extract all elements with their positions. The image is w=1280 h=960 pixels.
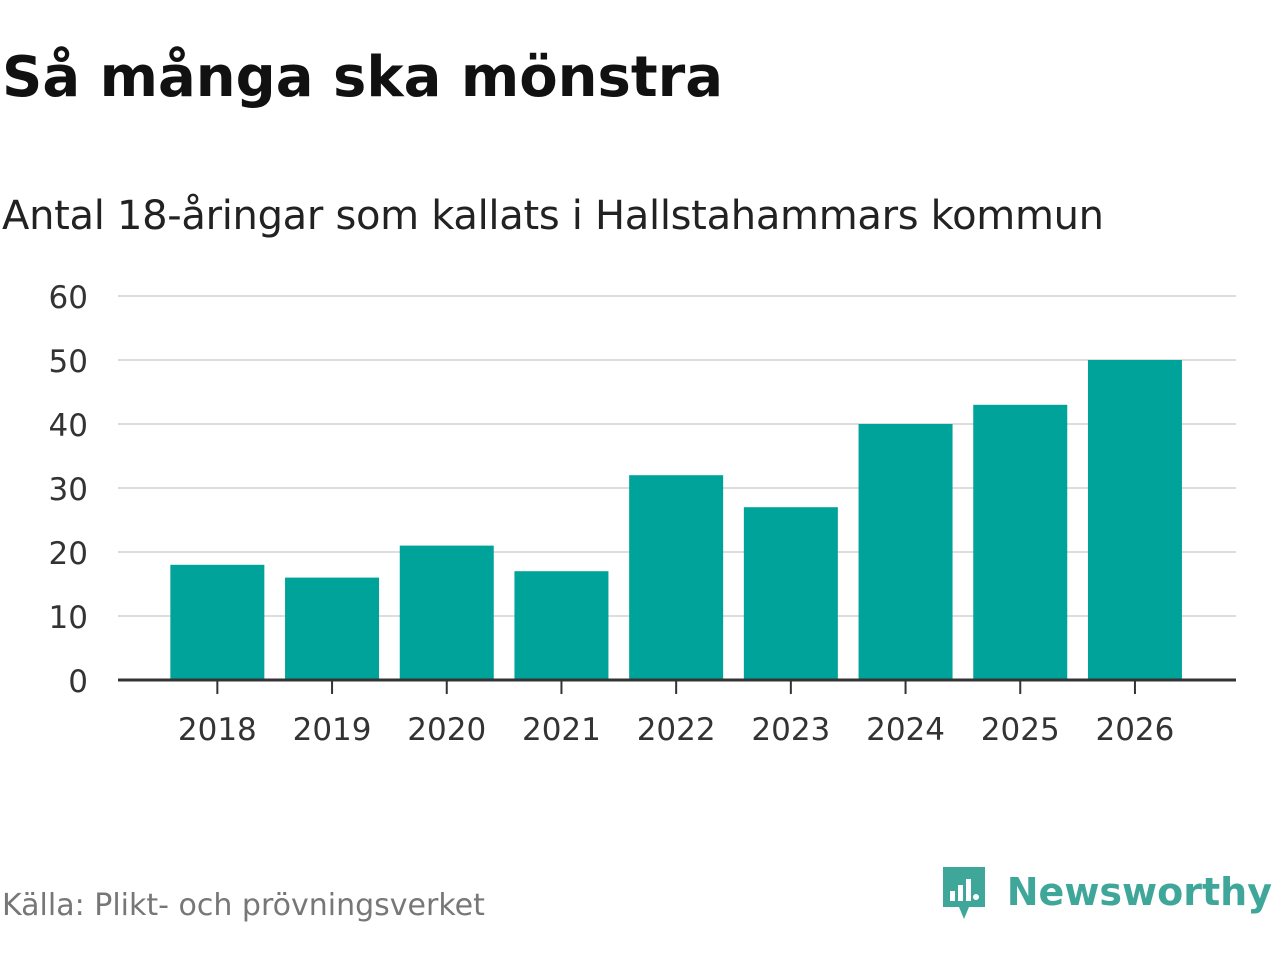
bar-2020 [399, 545, 494, 680]
chart-subtitle: Antal 18-åringar som kallats i Hallstaha… [2, 193, 1104, 239]
x-tick-label: 2022 [637, 712, 716, 748]
y-tick-label: 60 [49, 280, 88, 316]
y-tick-label: 30 [49, 472, 88, 508]
y-tick-label: 10 [49, 600, 88, 636]
bar-2018 [170, 564, 265, 680]
bar-2026 [1087, 360, 1182, 680]
brand-name: Newsworthy [1006, 870, 1272, 914]
newsworthy-logo-icon [942, 867, 985, 919]
x-tick-label: 2026 [1095, 712, 1174, 748]
x-tick-label: 2019 [293, 712, 372, 748]
x-tick-label: 2020 [407, 712, 486, 748]
x-tick-label: 2021 [522, 712, 601, 748]
x-tick-label: 2023 [751, 712, 830, 748]
source-prefix: Källa: [2, 888, 85, 923]
bar-2022 [629, 475, 724, 680]
bar-2024 [858, 424, 953, 680]
x-tick-label: 2024 [866, 712, 945, 748]
y-tick-label: 40 [49, 408, 88, 444]
y-tick-label: 50 [49, 344, 88, 380]
brand-logo-group: Newsworthy [939, 860, 1272, 924]
y-tick-label: 20 [49, 536, 88, 572]
chart-title: Så många ska mönstra [2, 45, 724, 110]
bar-2023 [743, 507, 838, 680]
bar-chart: 0 10 20 30 40 50 60 2018 2019 2020 2021 2022 2023 202… [49, 280, 1236, 748]
bar-2025 [973, 404, 1068, 680]
bar-2019 [285, 577, 380, 680]
x-tick-label: 2025 [981, 712, 1060, 748]
bar-2021 [514, 571, 609, 680]
source-note: Källa: Plikt- och prövningsverket [2, 886, 485, 926]
x-tick-label: 2018 [178, 712, 257, 748]
y-tick-label: 0 [68, 664, 88, 700]
source-name: Plikt- och prövningsverket [94, 888, 485, 923]
